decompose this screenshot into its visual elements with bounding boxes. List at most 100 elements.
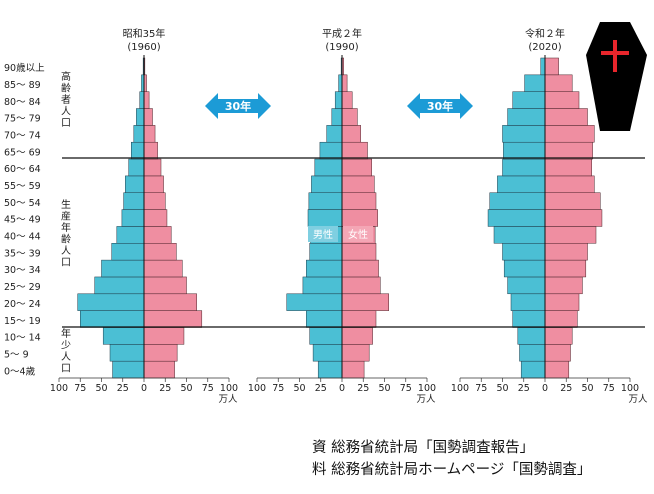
x-tick-label: 0 (141, 383, 147, 394)
male-bar (312, 344, 343, 362)
age-label: 55～ 59 (4, 181, 41, 192)
x-tick-label: 50 (496, 383, 508, 394)
female-bar (341, 344, 370, 362)
pyramid-3: 令和２年 (2020) 100 75 50 25 0 25 50 75 100 (451, 27, 639, 394)
female-bar (544, 141, 593, 160)
male-bar (139, 91, 145, 109)
female-label-box (343, 226, 373, 242)
female-bar (341, 74, 348, 92)
female-bar (143, 175, 164, 193)
pyramid-year-1: (1960) (127, 42, 160, 53)
male-bar (302, 276, 343, 295)
age-label: 90歳以上 (4, 62, 45, 74)
female-bar (341, 108, 358, 126)
female-bar (341, 276, 381, 295)
male-bar (314, 158, 343, 177)
x-tick-label: 75 (603, 383, 615, 394)
female-bar (544, 74, 573, 92)
female-bar (341, 243, 377, 261)
female-bar (341, 327, 373, 345)
female-bar (544, 243, 588, 261)
female-bar (544, 158, 592, 177)
age-label: 60～ 64 (4, 164, 41, 175)
female-bar (544, 91, 580, 109)
male-bar (308, 192, 343, 210)
x-tick-label: 50 (180, 383, 192, 394)
arrow-label-1: 30年 (225, 99, 251, 113)
female-bar (341, 293, 389, 311)
female-bar (143, 192, 166, 210)
arrow-label-2: 30年 (427, 99, 453, 113)
male-bar (131, 141, 145, 160)
male-bar (306, 259, 343, 278)
male-bar (116, 226, 145, 244)
unit-label-3: 万人 (628, 394, 648, 405)
female-bar (143, 141, 158, 160)
x-tick-label: 25 (518, 383, 530, 394)
pyramid-2: 平成２年 (1990) 100 75 50 25 0 25 50 75 100 (248, 27, 436, 394)
female-bar (143, 226, 172, 244)
female-bar (544, 226, 597, 244)
male-bar (128, 158, 145, 177)
x-tick-label: 100 (418, 383, 436, 394)
male-bar (512, 91, 546, 109)
arrow-1960-1990: 30年 (205, 93, 271, 119)
x-tick-label: 25 (159, 383, 171, 394)
female-bar (544, 360, 570, 379)
arrow-1990-2020: 30年 (407, 93, 473, 119)
female-bar (544, 344, 571, 362)
age-label: 15～ 19 (4, 316, 41, 327)
x-tick-label: 100 (220, 383, 238, 394)
female-bar (544, 192, 601, 210)
female-bar (544, 175, 595, 193)
male-bar (319, 141, 343, 160)
x-tick-label: 25 (117, 383, 129, 394)
x-tick-label: 100 (50, 383, 68, 394)
male-bar (507, 108, 546, 126)
age-axis-labels: 90歳以上 85～ 89 80～ 84 75～ 79 70～ 74 65～ 69 60～ 6… (4, 62, 45, 377)
female-bar (544, 108, 588, 126)
age-label: 0～4歳 (4, 365, 36, 377)
age-label: 85～ 89 (4, 80, 41, 91)
age-label: 75～ 79 (4, 114, 41, 125)
female-bar (143, 310, 203, 328)
source-line-2: 料 総務省統計局ホームページ「国勢調査」 (312, 462, 592, 478)
x-tick-label: 0 (542, 383, 548, 394)
x-tick-label: 75 (74, 383, 86, 394)
female-bar (341, 360, 365, 379)
male-bar (121, 209, 145, 227)
female-bar (544, 293, 580, 311)
female-bar (143, 293, 197, 311)
x-tick-label: 50 (581, 383, 593, 394)
male-bar (102, 327, 145, 345)
male-bar (109, 344, 145, 362)
female-bar (544, 327, 573, 345)
male-bar (77, 293, 145, 311)
male-bar (517, 327, 546, 345)
male-label-box (308, 226, 338, 242)
female-bar (143, 91, 150, 109)
female-bar (143, 360, 175, 379)
pyramid-title-3: 令和２年 (525, 27, 565, 40)
male-bar (502, 243, 546, 261)
x-tick-label: 50 (95, 383, 107, 394)
male-bar (123, 192, 145, 210)
male-bar (306, 310, 343, 328)
male-bar (497, 175, 546, 193)
male-bar (503, 141, 546, 160)
pyramid-1: 昭和35年 (1960) 100 75 50 25 0 25 50 75 100 (50, 27, 238, 394)
male-bar (311, 175, 343, 193)
x-tick-label: 75 (272, 383, 284, 394)
pyramid-year-3: (2020) (528, 42, 561, 53)
female-bar (341, 259, 379, 278)
x-tick-label: 75 (400, 383, 412, 394)
male-label: 男性 (313, 228, 333, 241)
female-bar (544, 209, 603, 227)
male-bar (326, 125, 343, 143)
group-label-elderly: 高齢者人口 (61, 70, 71, 129)
male-bar (507, 276, 546, 295)
x-tick-label: 50 (378, 383, 390, 394)
male-bar (502, 125, 546, 143)
